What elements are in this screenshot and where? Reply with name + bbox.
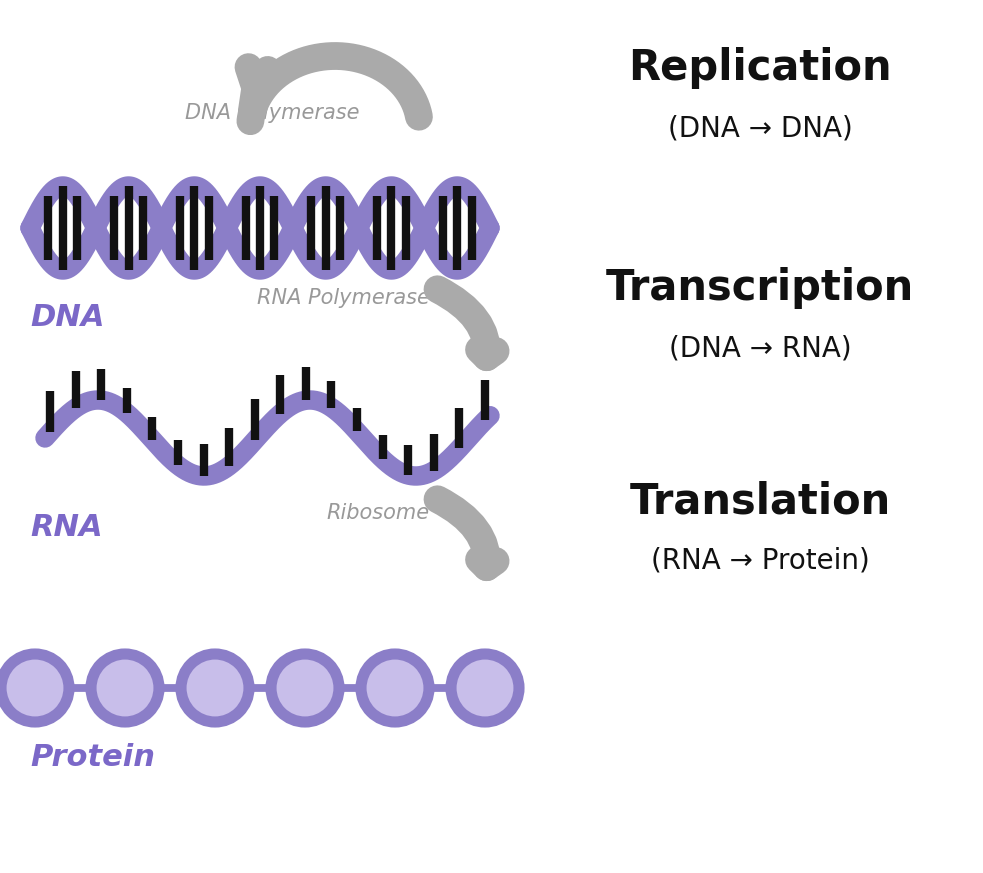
Text: Protein: Protein	[30, 743, 155, 772]
FancyArrowPatch shape	[437, 499, 495, 567]
Text: Transcription: Transcription	[606, 267, 914, 309]
Text: Replication: Replication	[628, 47, 892, 89]
Circle shape	[271, 654, 339, 722]
Text: (DNA → DNA): (DNA → DNA)	[667, 114, 852, 142]
Circle shape	[451, 654, 519, 722]
Circle shape	[361, 654, 429, 722]
Circle shape	[91, 654, 159, 722]
FancyArrowPatch shape	[437, 289, 495, 357]
Text: DNA Polymerase: DNA Polymerase	[185, 103, 360, 123]
Text: RNA: RNA	[30, 513, 102, 542]
Text: (DNA → RNA): (DNA → RNA)	[668, 334, 851, 362]
Text: RNA Polymerase: RNA Polymerase	[258, 288, 430, 308]
Text: DNA: DNA	[30, 303, 104, 332]
Text: Ribosome: Ribosome	[327, 503, 430, 523]
Circle shape	[1, 654, 69, 722]
Circle shape	[181, 654, 249, 722]
Text: (RNA → Protein): (RNA → Protein)	[651, 547, 869, 575]
Text: Translation: Translation	[629, 480, 891, 522]
